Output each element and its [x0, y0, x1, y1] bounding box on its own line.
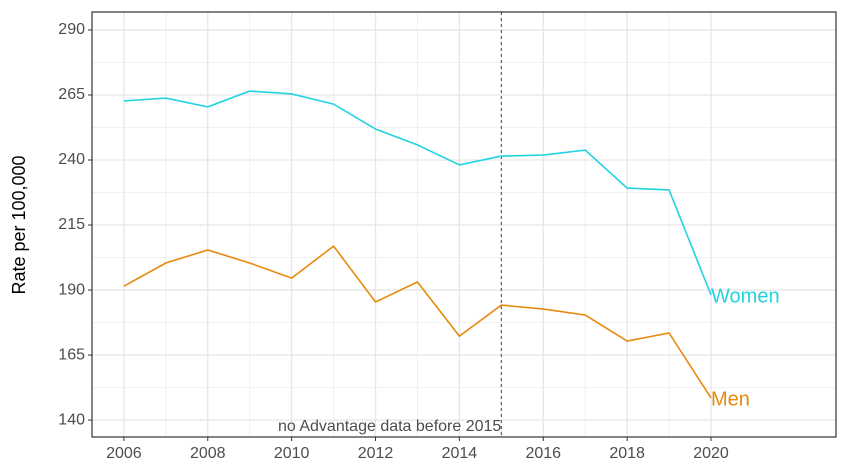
x-tick-label: 2016	[525, 445, 561, 462]
y-tick-label: 290	[58, 21, 85, 38]
x-tick-label: 2020	[693, 445, 729, 462]
line	[123, 244, 712, 399]
x-tick-label: 2012	[358, 445, 394, 462]
y-axis-title: Rate per 100,000	[9, 155, 29, 294]
y-tick-label: 190	[58, 281, 85, 298]
y-tick-label: 265	[58, 86, 85, 103]
y-tick-label: 240	[58, 151, 85, 168]
x-tick-label: 2014	[442, 445, 478, 462]
series-label: Women	[711, 285, 780, 307]
line	[123, 90, 712, 296]
y-tick-label: 215	[58, 216, 85, 233]
x-tick-label: 2018	[609, 445, 645, 462]
x-tick-label: 2006	[106, 445, 142, 462]
series-label: Men	[711, 388, 750, 410]
x-tick-label: 2008	[190, 445, 226, 462]
annotation: no Advantage data before 2015	[278, 418, 501, 435]
y-tick-label: 165	[58, 346, 85, 363]
x-tick-label: 2010	[274, 445, 310, 462]
y-tick-label: 140	[58, 411, 85, 428]
panel-border	[91, 11, 837, 438]
